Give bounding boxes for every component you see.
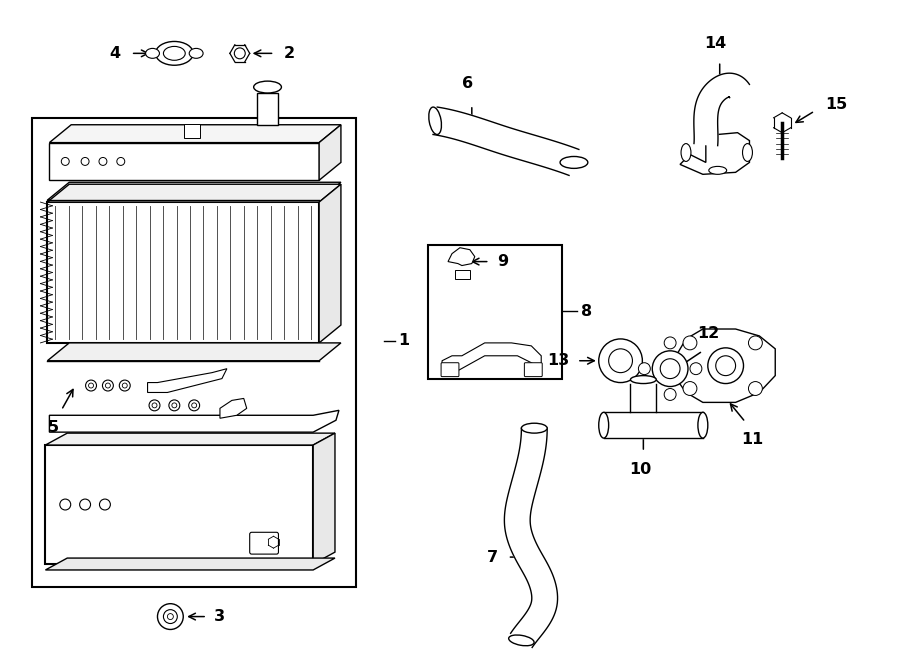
Ellipse shape bbox=[560, 157, 588, 169]
Circle shape bbox=[683, 336, 697, 350]
FancyBboxPatch shape bbox=[184, 124, 200, 138]
Polygon shape bbox=[320, 125, 341, 180]
Circle shape bbox=[164, 609, 177, 623]
Text: 3: 3 bbox=[214, 609, 225, 624]
Circle shape bbox=[638, 363, 651, 375]
Circle shape bbox=[61, 157, 69, 165]
Circle shape bbox=[716, 356, 735, 375]
Circle shape bbox=[59, 499, 71, 510]
Polygon shape bbox=[631, 383, 656, 412]
Circle shape bbox=[86, 380, 96, 391]
Circle shape bbox=[158, 603, 184, 629]
Polygon shape bbox=[48, 182, 341, 200]
Polygon shape bbox=[604, 412, 703, 438]
Ellipse shape bbox=[428, 107, 442, 134]
Text: 2: 2 bbox=[284, 46, 294, 61]
Ellipse shape bbox=[598, 412, 608, 438]
FancyBboxPatch shape bbox=[455, 270, 470, 280]
Ellipse shape bbox=[156, 42, 194, 65]
Ellipse shape bbox=[508, 635, 534, 646]
Circle shape bbox=[117, 157, 125, 165]
Polygon shape bbox=[442, 343, 541, 371]
Circle shape bbox=[661, 359, 680, 379]
Polygon shape bbox=[50, 143, 320, 180]
Circle shape bbox=[690, 363, 702, 375]
Text: 15: 15 bbox=[824, 97, 847, 112]
Polygon shape bbox=[148, 369, 227, 393]
FancyBboxPatch shape bbox=[441, 363, 459, 377]
Polygon shape bbox=[504, 428, 558, 648]
Circle shape bbox=[81, 157, 89, 165]
Circle shape bbox=[749, 336, 762, 350]
Polygon shape bbox=[433, 107, 579, 175]
Circle shape bbox=[189, 400, 200, 411]
Text: 1: 1 bbox=[399, 333, 410, 348]
Polygon shape bbox=[676, 329, 775, 403]
Ellipse shape bbox=[698, 412, 707, 438]
Polygon shape bbox=[45, 558, 335, 570]
Circle shape bbox=[152, 403, 157, 408]
Circle shape bbox=[149, 400, 160, 411]
Circle shape bbox=[598, 339, 643, 383]
Circle shape bbox=[664, 389, 676, 401]
Circle shape bbox=[88, 383, 94, 388]
Polygon shape bbox=[48, 343, 341, 361]
Ellipse shape bbox=[146, 48, 159, 58]
Text: 4: 4 bbox=[110, 46, 121, 61]
Circle shape bbox=[79, 499, 91, 510]
Bar bbox=[48, 202, 320, 343]
Polygon shape bbox=[220, 399, 247, 418]
Text: 10: 10 bbox=[629, 462, 652, 477]
Circle shape bbox=[122, 383, 127, 388]
Polygon shape bbox=[680, 133, 750, 175]
Ellipse shape bbox=[164, 46, 185, 60]
Circle shape bbox=[99, 157, 107, 165]
Circle shape bbox=[749, 381, 762, 395]
Polygon shape bbox=[313, 433, 335, 564]
Polygon shape bbox=[320, 184, 341, 343]
Text: 11: 11 bbox=[742, 432, 763, 447]
Ellipse shape bbox=[742, 143, 752, 161]
Polygon shape bbox=[50, 125, 341, 143]
Ellipse shape bbox=[521, 423, 547, 433]
Circle shape bbox=[120, 380, 130, 391]
Circle shape bbox=[167, 613, 174, 619]
Polygon shape bbox=[694, 73, 750, 145]
Circle shape bbox=[683, 381, 697, 395]
Circle shape bbox=[100, 499, 111, 510]
Circle shape bbox=[664, 337, 676, 349]
Ellipse shape bbox=[254, 81, 282, 93]
Circle shape bbox=[192, 403, 196, 408]
Text: 8: 8 bbox=[580, 303, 592, 319]
Bar bbox=[45, 445, 313, 564]
Circle shape bbox=[608, 349, 633, 373]
FancyBboxPatch shape bbox=[525, 363, 542, 377]
Text: 7: 7 bbox=[487, 549, 498, 564]
Circle shape bbox=[172, 403, 176, 408]
Text: 9: 9 bbox=[498, 254, 508, 269]
Ellipse shape bbox=[709, 167, 726, 175]
Text: 14: 14 bbox=[705, 36, 727, 52]
Polygon shape bbox=[448, 248, 475, 266]
Ellipse shape bbox=[189, 48, 203, 58]
Text: 5: 5 bbox=[48, 420, 58, 435]
Text: 12: 12 bbox=[697, 326, 719, 341]
Circle shape bbox=[103, 380, 113, 391]
Bar bbox=[256, 93, 278, 125]
Bar bbox=[32, 118, 356, 587]
Polygon shape bbox=[45, 433, 335, 445]
Text: 6: 6 bbox=[463, 76, 473, 91]
Circle shape bbox=[169, 400, 180, 411]
FancyBboxPatch shape bbox=[249, 532, 278, 554]
Text: 13: 13 bbox=[546, 353, 569, 368]
Circle shape bbox=[234, 48, 245, 59]
Polygon shape bbox=[48, 184, 341, 202]
Ellipse shape bbox=[631, 375, 656, 383]
Circle shape bbox=[105, 383, 111, 388]
Ellipse shape bbox=[681, 143, 691, 161]
Polygon shape bbox=[50, 410, 339, 432]
Bar bbox=[428, 245, 562, 379]
Circle shape bbox=[707, 348, 743, 383]
Circle shape bbox=[652, 351, 688, 387]
